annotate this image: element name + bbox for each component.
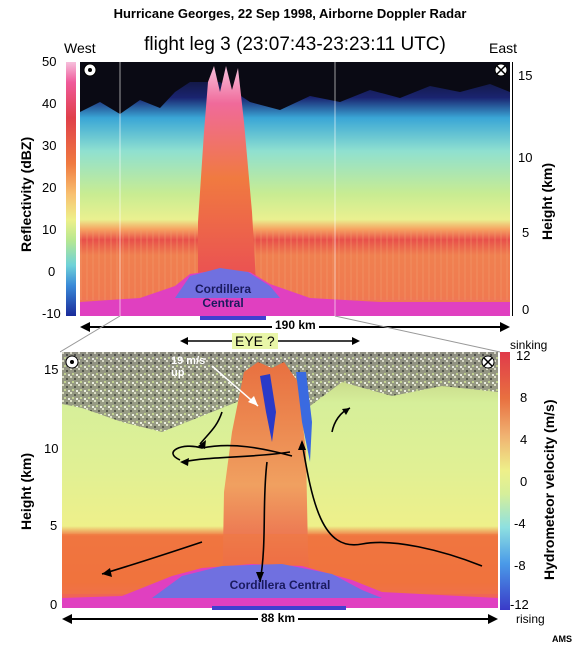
west-label: West [64, 40, 96, 56]
height-tick: 10 [518, 150, 533, 165]
velocity-tick: 4 [520, 432, 528, 447]
reflectivity-tick: 0 [48, 264, 56, 279]
height-tick: 15 [44, 362, 59, 377]
reflectivity-axis-label: Reflectivity (dBZ) [18, 136, 34, 252]
height-axis-label-top: Height (km) [539, 163, 555, 240]
reflectivity-colorbar [66, 62, 76, 316]
velocity-tick: 12 [516, 348, 531, 363]
height-tick: 5 [50, 518, 58, 533]
reflectivity-tick: 40 [42, 96, 57, 111]
distance-label-top: 190 km [272, 318, 319, 332]
velocity-tick: 0 [520, 474, 528, 489]
height-axis-line-top [512, 62, 513, 316]
reflectivity-tick: 50 [42, 54, 57, 69]
rising-label: rising [516, 612, 545, 626]
terrain-label-line: Cordillera [194, 282, 251, 296]
updraft-note: 19 m/s up [171, 355, 205, 379]
zoom-connectors [60, 316, 501, 353]
height-tick: 5 [522, 225, 530, 240]
reflectivity-tick: 30 [42, 138, 57, 153]
eye-label: EYE ? [232, 333, 278, 349]
reflectivity-radar-image [80, 62, 510, 316]
terrain-scale-bar-bottom [212, 606, 346, 610]
height-axis-label-bottom: Height (km) [18, 453, 34, 530]
height-tick: 0 [50, 597, 58, 612]
terrain-label-top: Cordillera Central [178, 282, 268, 310]
velocity-tick: -4 [514, 516, 526, 531]
velocity-radar-image [62, 352, 498, 608]
credit-label: AMS [552, 634, 572, 644]
distance-label-bottom: 88 km [258, 611, 299, 625]
updraft-note-line: up [171, 367, 185, 379]
velocity-tick: -12 [510, 597, 529, 612]
reflectivity-tick: 10 [42, 222, 57, 237]
height-tick: 15 [518, 68, 533, 83]
reflectivity-tick: -10 [42, 306, 61, 321]
velocity-tick: -8 [514, 558, 526, 573]
height-tick: 10 [44, 441, 59, 456]
height-tick: 0 [522, 302, 530, 317]
reflectivity-tick: 20 [42, 180, 57, 195]
updraft-note-line: 19 m/s [171, 355, 206, 367]
terrain-scale-bar-top [200, 316, 266, 320]
velocity-axis-label: Hydrometeor velocity (m/s) [541, 399, 557, 581]
terrain-label-line: Central [202, 296, 244, 310]
east-label: East [489, 40, 518, 56]
figure-title: Hurricane Georges, 22 Sep 1998, Airborne… [113, 6, 467, 21]
velocity-colorbar [500, 352, 510, 610]
sinking-label: sinking [510, 338, 548, 352]
velocity-tick: 8 [520, 390, 528, 405]
terrain-label-bottom: Cordillera Central [229, 578, 331, 592]
flight-leg-subtitle: flight leg 3 (23:07:43-23:23:11 UTC) [144, 34, 446, 55]
